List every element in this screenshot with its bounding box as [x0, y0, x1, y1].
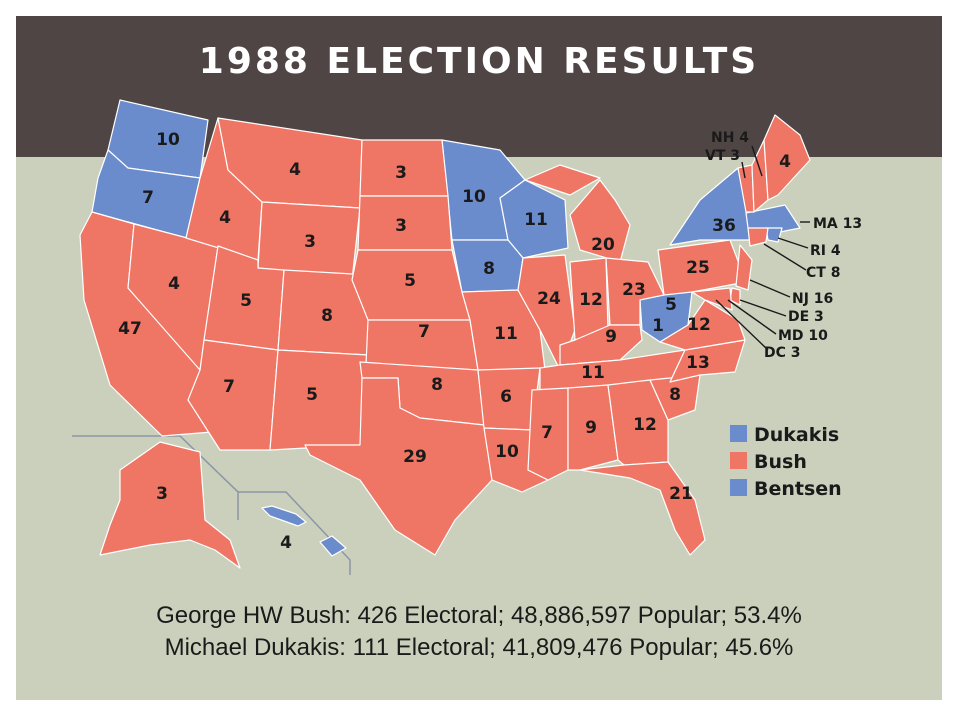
legend: Dukakis Bush Bentsen [730, 424, 842, 500]
ev-mi: 20 [591, 235, 615, 255]
legend-swatch-dukakis [730, 425, 747, 442]
state-mi-up [524, 164, 601, 196]
ev-hi: 4 [280, 533, 292, 553]
ev-la: 10 [495, 442, 519, 462]
ev-fl: 21 [669, 484, 693, 504]
leader-dc [715, 299, 769, 351]
ev-az: 7 [223, 377, 235, 397]
state-hi-isles [261, 505, 307, 527]
ev-wy: 3 [304, 232, 316, 252]
ev-mt: 4 [289, 160, 301, 180]
state-pa [657, 239, 747, 296]
state-fl [579, 461, 706, 556]
ev-va: 12 [687, 315, 711, 335]
ev-sc: 8 [669, 385, 681, 405]
results-summary: George HW Bush: 426 Electoral; 48,886,59… [16, 600, 942, 664]
callout-ri: RI 4 [810, 243, 841, 259]
legend-swatch-bush [730, 452, 747, 469]
leader-nj [749, 279, 791, 298]
ev-mn: 10 [462, 187, 486, 207]
ev-wi: 11 [524, 210, 548, 230]
state-al [567, 384, 619, 471]
ev-ca: 47 [118, 319, 142, 339]
ev-ky: 9 [605, 327, 617, 347]
callout-nh: NH 4 [711, 130, 749, 146]
state-va [659, 299, 746, 351]
legend-label-bush: Bush [754, 451, 807, 473]
ev-me: 4 [779, 152, 791, 172]
result-line-dukakis: Michael Dukakis: 111 Electoral; 41,809,4… [164, 634, 794, 661]
ev-wv: 5 [665, 295, 677, 315]
ev-ms: 7 [541, 423, 553, 443]
state-nm [269, 349, 369, 451]
leader-de [739, 299, 787, 317]
state-nj [735, 244, 753, 291]
state-md [691, 287, 733, 311]
ev-al: 9 [585, 418, 597, 438]
inset-divider-alaska [72, 435, 239, 520]
ev-mo: 11 [494, 324, 518, 344]
ev-ok: 8 [431, 375, 443, 395]
ev-ne: 5 [404, 271, 416, 291]
ev-il: 24 [537, 289, 561, 309]
legend-label-dukakis: Dukakis [754, 424, 839, 446]
leader-ct [763, 243, 807, 271]
callout-vt: VT 3 [705, 148, 740, 164]
ev-nc: 13 [686, 353, 710, 373]
ev-nv: 4 [168, 274, 180, 294]
state-hi [319, 535, 347, 557]
state-nc [669, 339, 746, 383]
ev-tx: 29 [403, 447, 427, 467]
ev-nd: 3 [395, 163, 407, 183]
callout-nj: NJ 16 [792, 291, 833, 307]
callout-dc: DC 3 [764, 345, 801, 361]
inset-divider-hawaii [238, 491, 351, 575]
legend-label-bentsen: Bentsen [754, 478, 842, 500]
ev-ak: 3 [156, 484, 168, 504]
leader-ri [777, 237, 809, 249]
result-line-bush: George HW Bush: 426 Electoral; 48,886,59… [156, 602, 802, 629]
legend-swatch-bentsen [730, 479, 747, 496]
ev-wa: 10 [156, 130, 180, 150]
callout-ma: MA 13 [813, 216, 862, 232]
ev-or: 7 [142, 188, 154, 208]
ev-ia: 8 [483, 259, 495, 279]
state-tx [304, 377, 493, 556]
ev-oh: 23 [622, 280, 646, 300]
state-ma [745, 204, 801, 233]
state-ak [99, 441, 241, 569]
state-ms [527, 387, 569, 481]
state-me [763, 114, 811, 201]
ev-ny: 36 [712, 216, 736, 236]
ev-tn: 11 [581, 363, 605, 383]
ev-pa: 25 [686, 258, 710, 278]
ev-ut: 5 [240, 291, 252, 311]
ev-wv-bentsen: 1 [652, 316, 664, 336]
leader-nh [751, 145, 763, 177]
page-title: 1988 ELECTION RESULTS [198, 41, 760, 82]
ev-sd: 3 [395, 216, 407, 236]
callout-md: MD 10 [778, 328, 828, 344]
state-ri [765, 227, 783, 243]
ev-co: 8 [321, 306, 333, 326]
ev-ar: 6 [500, 387, 512, 407]
ev-in: 12 [579, 290, 603, 310]
leader-md [727, 299, 777, 335]
ev-nm: 5 [306, 385, 318, 405]
state-ct [747, 227, 769, 247]
callout-ct: CT 8 [806, 265, 840, 281]
ev-ga: 12 [633, 415, 657, 435]
leader-vt [741, 161, 746, 179]
callout-de: DE 3 [788, 309, 824, 325]
ev-id: 4 [219, 208, 231, 228]
ev-ks: 7 [418, 322, 430, 342]
